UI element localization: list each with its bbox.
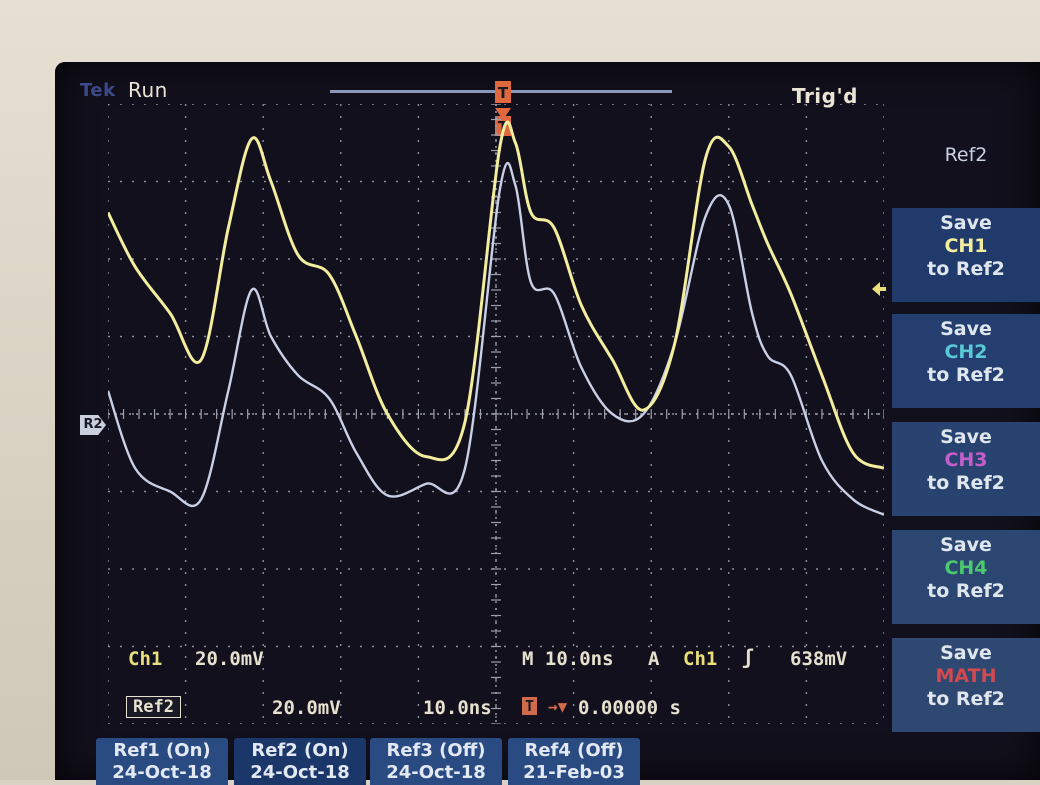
trigger-position-badge-icon: T <box>522 697 538 715</box>
target-label: to Ref2 <box>927 688 1005 710</box>
save-ch3-to-ref2-button[interactable]: Save CH3 to Ref2 <box>892 422 1040 516</box>
waveform-graticule <box>108 104 884 724</box>
ch1-waveform <box>108 120 884 470</box>
trigger-offset-arrow-icon: →▼ <box>548 697 568 716</box>
main-timebase: M 10.0ns <box>522 648 614 670</box>
save-label: Save <box>940 534 992 556</box>
ch1-vertical-scale: 20.0mV <box>195 648 264 670</box>
side-menu: Ref2 Save CH1 to Ref2 Save CH2 to Ref2 S… <box>892 110 1040 740</box>
save-label: Save <box>940 212 992 234</box>
ref2-ground-marker[interactable]: R2 <box>80 415 106 435</box>
tab-ref4[interactable]: Ref4 (Off) 21-Feb-03 <box>508 738 640 785</box>
side-menu-title: Ref2 <box>944 144 988 166</box>
scope-screen <box>55 62 1040 780</box>
graticule-grid <box>108 104 884 724</box>
tab-date: 24-Oct-18 <box>112 762 212 783</box>
tab-date: 24-Oct-18 <box>386 762 486 783</box>
svg-text:T: T <box>498 84 509 102</box>
tab-ref1[interactable]: Ref1 (On) 24-Oct-18 <box>96 738 228 785</box>
trigger-level-icon[interactable] <box>872 281 886 297</box>
save-label: Save <box>940 426 992 448</box>
ch1-readout-label: Ch1 <box>128 648 163 670</box>
ref2-vertical-scale: 20.0mV <box>272 697 341 719</box>
tab-label: Ref4 (Off) <box>524 740 624 761</box>
save-label: Save <box>940 642 992 664</box>
tab-label: Ref1 (On) <box>113 740 211 761</box>
target-label: to Ref2 <box>927 364 1005 386</box>
save-label: Save <box>940 318 992 340</box>
trigger-level: 638mV <box>790 648 848 670</box>
rising-edge-icon: ʃ <box>742 645 755 669</box>
target-label: to Ref2 <box>927 258 1005 280</box>
tab-date: 24-Oct-18 <box>250 762 350 783</box>
ref2-readout-badge: Ref2 <box>126 696 181 718</box>
save-ch2-to-ref2-button[interactable]: Save CH2 to Ref2 <box>892 314 1040 408</box>
trigger-position-value: 0.00000 s <box>578 697 681 719</box>
tab-ref2[interactable]: Ref2 (On) 24-Oct-18 <box>234 738 366 785</box>
trigger-mode: A <box>648 648 660 670</box>
target-label: to Ref2 <box>927 580 1005 602</box>
save-ch4-to-ref2-button[interactable]: Save CH4 to Ref2 <box>892 530 1040 624</box>
tab-label: Ref2 (On) <box>251 740 349 761</box>
tab-label: Ref3 (Off) <box>386 740 486 761</box>
acquisition-status: Run <box>128 78 168 102</box>
source-label: CH1 <box>944 235 988 257</box>
trigger-status: Trig'd <box>792 84 858 108</box>
save-math-to-ref2-button[interactable]: Save MATH to Ref2 <box>892 638 1040 732</box>
tek-logo: Tek <box>80 80 116 101</box>
tab-date: 21-Feb-03 <box>523 762 625 783</box>
source-label: MATH <box>935 665 997 687</box>
target-label: to Ref2 <box>927 472 1005 494</box>
trigger-source: Ch1 <box>683 648 718 670</box>
source-label: CH2 <box>944 341 988 363</box>
ref2-timebase: 10.0ns <box>423 697 492 719</box>
source-label: CH3 <box>944 449 988 471</box>
ref2-waveform <box>108 161 884 516</box>
tab-ref3[interactable]: Ref3 (Off) 24-Oct-18 <box>370 738 502 785</box>
source-label: CH4 <box>944 557 988 579</box>
save-ch1-to-ref2-button[interactable]: Save CH1 to Ref2 <box>892 208 1040 302</box>
